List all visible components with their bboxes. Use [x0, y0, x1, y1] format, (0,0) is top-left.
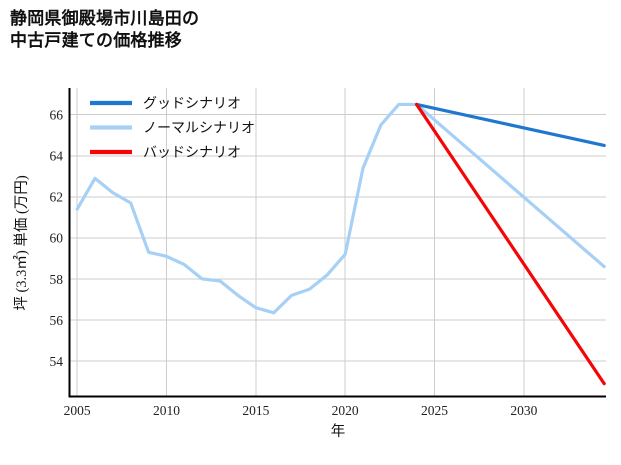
data-series-group: [75, 102, 606, 386]
x-tick-label: 2020: [332, 403, 359, 418]
legend-label: ノーマルシナリオ: [143, 122, 255, 137]
y-tick-labels: 54 56 58 60 62 64 66: [50, 107, 64, 368]
x-tick-label: 2015: [242, 403, 269, 418]
data-line-ノーマルシナリオ: [75, 102, 606, 315]
legend-label: バッドシナリオ: [143, 146, 241, 161]
x-tick-label: 2010: [153, 403, 180, 418]
x-tick-label: 2005: [64, 403, 91, 418]
chart-title: 静岡県御殿場市川島田の 中古戸建ての価格推移: [10, 9, 200, 51]
y-tick-label: 58: [50, 272, 64, 287]
axis-spine-left-bottom: [68, 88, 606, 398]
legend-label: グッドシナリオ: [143, 96, 241, 112]
y-tick-label: 66: [50, 107, 64, 122]
data-line-バッドシナリオ: [415, 102, 606, 386]
data-line-グッドシナリオ: [415, 102, 606, 148]
y-tick-label: 62: [50, 190, 64, 205]
x-tick-labels: 2005 2010 2015 2020 2025 2030: [64, 403, 538, 418]
x-tick-label: 2030: [510, 403, 537, 418]
y-axis-title: 坪 (3.3㎡) 単価 (万円): [13, 175, 30, 310]
gridlines: [70, 88, 606, 396]
x-tick-label: 2025: [421, 403, 448, 418]
axis-spines: [68, 88, 606, 398]
y-tick-label: 60: [50, 231, 64, 246]
y-tick-label: 54: [50, 354, 64, 369]
y-tick-label: 64: [50, 149, 64, 164]
y-tick-label: 56: [50, 313, 64, 328]
x-axis-title: 年: [331, 423, 346, 440]
